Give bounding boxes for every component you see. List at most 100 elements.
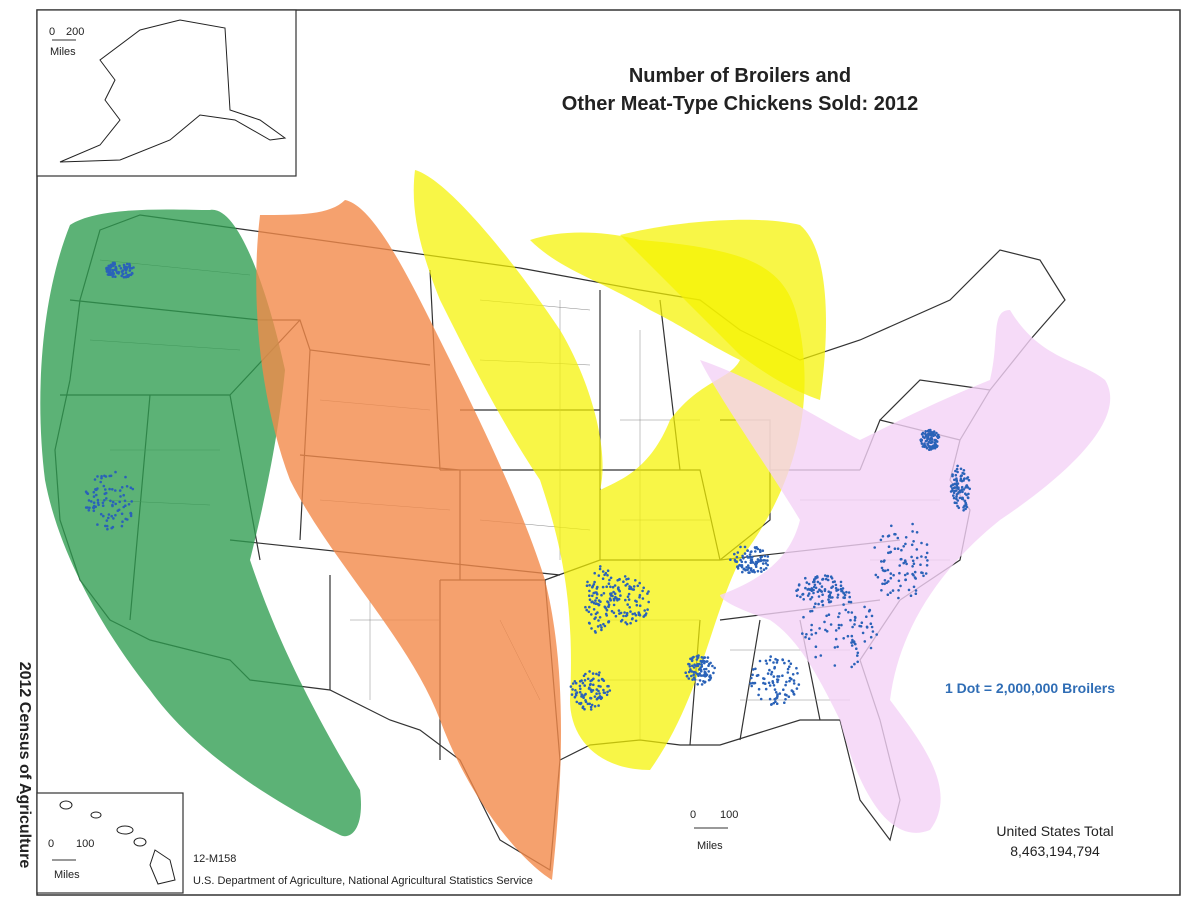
dot <box>825 630 829 633</box>
dot <box>735 555 739 559</box>
dot <box>898 571 901 575</box>
dot <box>856 651 860 655</box>
dot <box>99 480 102 484</box>
dot <box>927 432 930 436</box>
dot <box>912 574 915 577</box>
dot <box>607 605 610 608</box>
dot <box>869 635 873 639</box>
dot <box>953 501 957 505</box>
dot <box>960 497 964 501</box>
dot <box>773 697 776 701</box>
side-label: 2012 Census of Agriculture <box>16 662 33 869</box>
dot <box>692 666 696 669</box>
dot <box>594 631 597 634</box>
dot <box>588 584 591 587</box>
dot <box>586 580 589 584</box>
dot <box>625 613 629 617</box>
dot <box>631 617 634 620</box>
scale-start: 0 <box>690 809 696 821</box>
dot <box>643 614 647 617</box>
dot <box>612 611 616 615</box>
dot <box>107 273 111 277</box>
dot <box>103 499 106 502</box>
dot <box>579 702 582 706</box>
dot <box>127 503 131 506</box>
dot <box>792 679 796 682</box>
dot <box>920 541 923 545</box>
dot <box>685 674 689 678</box>
dot <box>841 587 845 590</box>
dot <box>850 611 854 614</box>
dot <box>790 677 793 681</box>
dot <box>926 559 929 562</box>
dot <box>688 665 692 668</box>
dot <box>962 469 966 472</box>
dot <box>892 573 895 577</box>
dot <box>601 570 605 573</box>
dot <box>752 668 755 671</box>
dot <box>930 441 933 444</box>
dot <box>879 538 883 542</box>
dot <box>124 475 127 479</box>
dot <box>814 645 818 648</box>
dot <box>600 677 604 681</box>
dot <box>826 578 830 582</box>
dot <box>956 482 960 485</box>
dot <box>761 559 765 562</box>
dot <box>814 631 818 635</box>
dot <box>120 274 123 278</box>
dot <box>932 430 936 433</box>
dot <box>959 479 962 482</box>
dot <box>628 606 631 609</box>
dot <box>100 475 103 478</box>
dot <box>952 496 956 500</box>
dot <box>902 561 905 565</box>
dot <box>929 448 933 451</box>
dot <box>583 684 586 687</box>
dot <box>118 500 121 504</box>
dot <box>795 594 799 597</box>
dot <box>703 660 706 663</box>
dot <box>575 691 579 694</box>
dot <box>957 486 960 489</box>
dot <box>583 679 587 682</box>
dot <box>820 585 824 588</box>
dot <box>96 498 100 502</box>
dot <box>595 692 598 695</box>
dot <box>830 577 834 580</box>
dot <box>751 681 754 685</box>
dot <box>898 564 901 567</box>
dot <box>626 595 630 598</box>
dot <box>607 582 611 585</box>
dot <box>842 637 845 640</box>
dot <box>853 615 857 619</box>
dot <box>588 686 591 689</box>
dot <box>575 700 579 704</box>
dot <box>796 672 799 675</box>
dot <box>842 603 845 606</box>
dot <box>107 513 111 516</box>
dot <box>597 673 601 677</box>
dot <box>129 511 133 515</box>
dot <box>967 492 970 496</box>
dot <box>746 564 750 567</box>
dot <box>891 589 895 592</box>
dot <box>131 487 135 491</box>
dot <box>690 670 694 673</box>
dot <box>647 600 650 604</box>
dot <box>99 512 103 516</box>
dot <box>845 590 848 594</box>
dot <box>929 430 932 433</box>
dot <box>921 435 925 439</box>
dot <box>593 580 596 584</box>
dot <box>588 598 592 601</box>
dot <box>813 583 817 587</box>
dot <box>595 592 599 596</box>
dot <box>836 588 840 592</box>
dot <box>598 616 602 619</box>
dot <box>750 558 754 562</box>
dot <box>847 591 851 594</box>
dot <box>647 590 650 593</box>
dot <box>904 578 907 581</box>
dot <box>759 555 762 559</box>
